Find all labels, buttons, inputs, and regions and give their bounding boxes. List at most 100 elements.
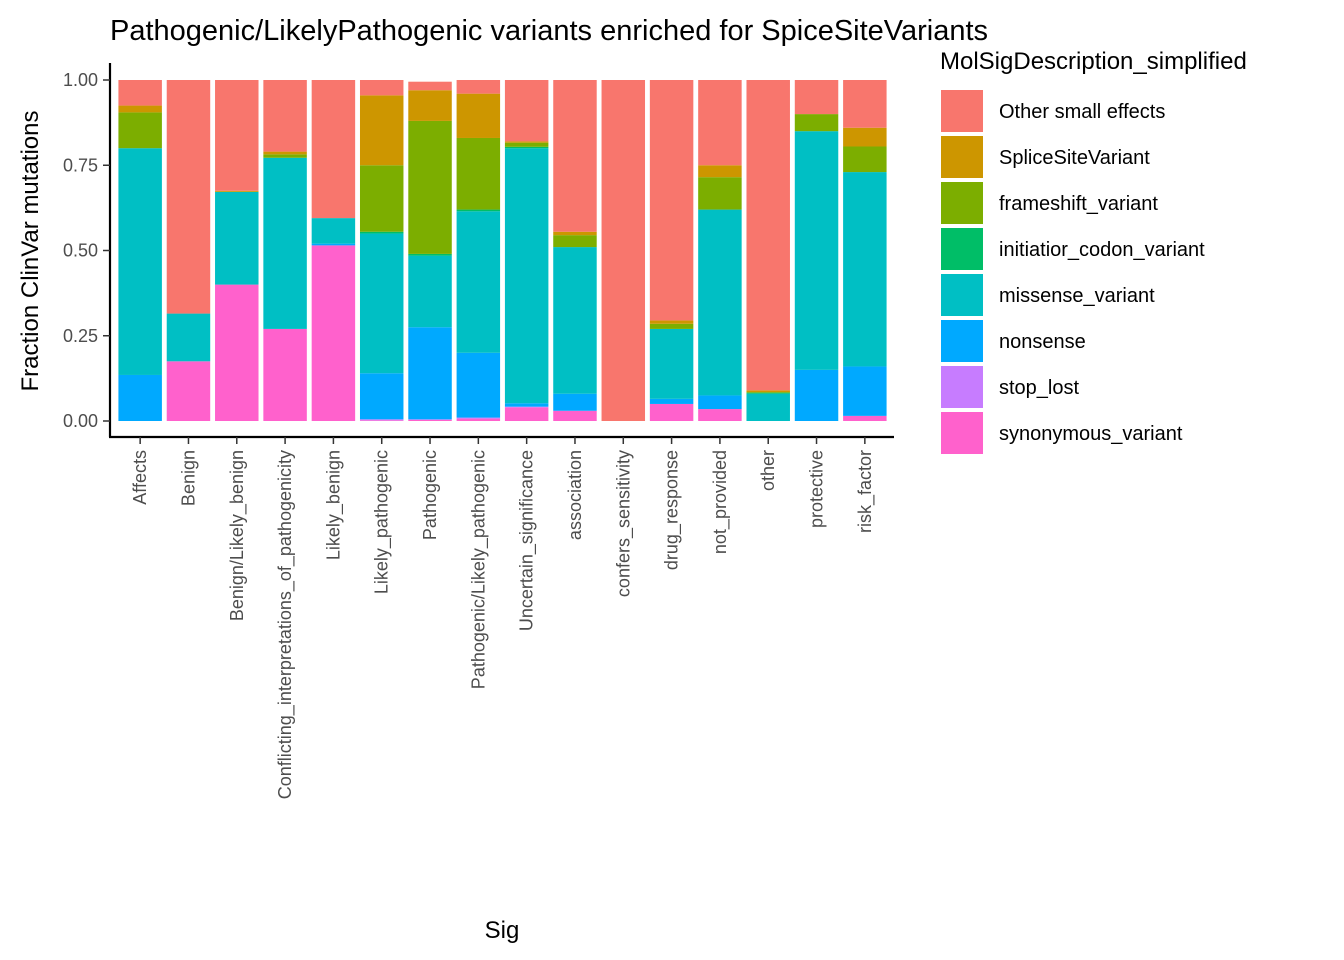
bar-segment — [359, 95, 404, 166]
legend-label: initiatior_codon_variant — [999, 239, 1205, 261]
x-tick-label: protective — [807, 450, 827, 528]
legend-swatch — [941, 136, 983, 178]
bar-segment — [843, 172, 887, 367]
bar-segment — [263, 157, 307, 329]
bar-segment — [553, 393, 597, 411]
legend-label: frameshift_variant — [999, 193, 1158, 215]
bar-segment — [698, 395, 742, 410]
bar-segment — [215, 80, 259, 191]
bar-segment — [359, 420, 404, 421]
bar-segment — [649, 320, 694, 324]
bar-segment — [746, 390, 790, 393]
bar-segment — [408, 90, 452, 121]
bar-segment — [504, 146, 549, 149]
bar-segment — [504, 80, 549, 142]
x-tick-label: Likely_benign — [323, 450, 344, 560]
legend: MolSigDescription_simplified Other small… — [940, 48, 1247, 454]
bar-segment — [215, 191, 259, 285]
bar-segment — [794, 131, 839, 370]
bar-segment — [408, 255, 452, 328]
bar-segment — [649, 403, 694, 421]
bar-segment — [698, 409, 742, 421]
legend-label: stop_lost — [999, 377, 1079, 399]
bar-segment — [311, 245, 356, 421]
x-tick-label: confers_sensitivity — [613, 450, 634, 597]
bar-segment — [456, 209, 501, 212]
bar-segment — [843, 127, 887, 147]
bar-segment — [456, 93, 501, 138]
bar-segment — [456, 352, 501, 418]
bar-segment — [553, 235, 597, 248]
bar-segment — [649, 398, 694, 404]
bar-segment — [456, 137, 501, 210]
x-tick-label: Affects — [130, 450, 150, 505]
x-ticks-layer: Affects Benign Benign/Likely_benign Conflic… — [130, 437, 876, 799]
bar-segment — [504, 407, 549, 421]
legend-label: missense_variant — [999, 285, 1155, 307]
bar-segment — [408, 327, 452, 420]
x-tick-label: Benign/Likely_benign — [227, 450, 248, 621]
legend-swatch — [941, 182, 983, 224]
legend-label: nonsense — [999, 331, 1086, 353]
bar-segment — [263, 80, 307, 152]
bar-segment — [553, 231, 597, 236]
x-tick-label: association — [565, 450, 585, 540]
bar-segment — [456, 80, 501, 94]
bar-segment — [698, 165, 742, 178]
bar-segment — [359, 419, 404, 421]
bar-segment — [504, 406, 549, 408]
bar-segment — [408, 120, 452, 254]
bar-segment — [843, 415, 887, 421]
bar-segment — [553, 80, 597, 232]
bar-segment — [118, 112, 162, 149]
bar-segment — [504, 142, 549, 147]
x-tick-label: Pathogenic/Likely_pathogenic — [468, 450, 489, 689]
x-tick-label: risk_factor — [855, 450, 876, 533]
x-tick-label: Pathogenic — [420, 450, 440, 540]
bar-segment — [601, 80, 646, 421]
x-tick-label: Conflicting_interpretations_of_pathogeni… — [275, 450, 296, 799]
bar-segment — [698, 209, 742, 396]
bar-segment — [746, 392, 790, 393]
legend-swatch — [941, 228, 983, 270]
legend-label: Other small effects — [999, 101, 1165, 123]
bar-segment — [794, 80, 839, 115]
bar-segment — [456, 418, 501, 421]
bar-segment — [456, 211, 501, 353]
legend-label: synonymous_variant — [999, 423, 1183, 445]
bar-segment — [456, 417, 501, 419]
bar-segment — [504, 141, 549, 143]
bar-segment — [118, 148, 162, 375]
legend-items: Other small effects SpliceSiteVariant fram… — [941, 90, 1205, 454]
bar-segment — [311, 80, 356, 219]
bar-segment — [263, 328, 307, 421]
bar-segment — [359, 233, 404, 374]
bar-segment — [263, 154, 307, 158]
y-tick-label: 1.00 — [63, 70, 98, 90]
legend-swatch — [941, 366, 983, 408]
x-tick-label: not_provided — [710, 450, 731, 554]
bar-segment — [408, 419, 452, 420]
bar-segment — [698, 177, 742, 210]
bar-segment — [166, 80, 211, 314]
x-tick-label: Likely_pathogenic — [372, 450, 393, 594]
bar-segment — [794, 114, 839, 132]
y-tick-label: 0.50 — [63, 241, 98, 261]
chart-title: Pathogenic/LikelyPathogenic variants enr… — [110, 15, 988, 47]
bar-segment — [118, 374, 162, 421]
bar-segment — [843, 80, 887, 128]
bar-segment — [311, 218, 356, 244]
legend-swatch — [941, 90, 983, 132]
bar-segment — [649, 328, 694, 399]
bar-segment — [118, 105, 162, 113]
x-tick-label: drug_response — [662, 450, 683, 570]
bar-segment — [843, 366, 887, 416]
legend-label: SpliceSiteVariant — [999, 147, 1150, 169]
bar-segment — [504, 148, 549, 404]
bar-segment — [794, 369, 839, 421]
bar-segment — [649, 80, 694, 321]
bar-segment — [746, 393, 790, 421]
y-ticks-layer: 0.00 0.25 0.50 0.75 1.00 — [63, 70, 110, 431]
